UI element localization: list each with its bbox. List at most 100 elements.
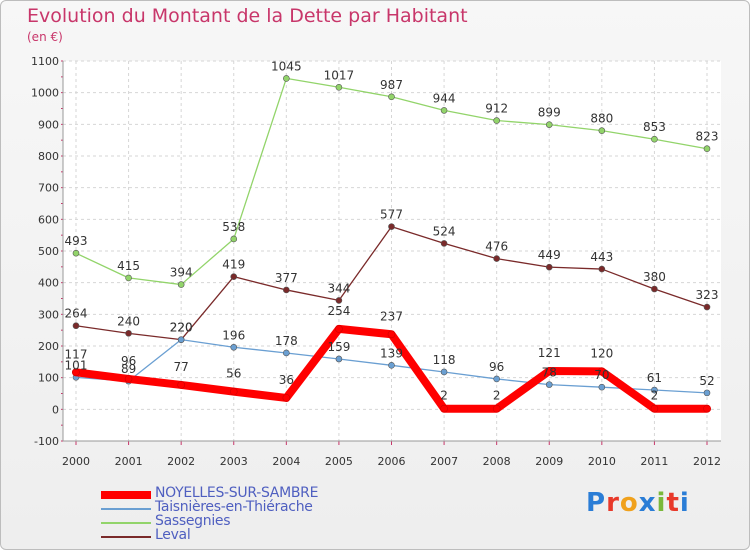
data-point [72, 322, 80, 330]
unit-label: (en €) [27, 30, 63, 44]
x-tick-label: 2002 [167, 455, 195, 468]
data-point [651, 285, 658, 293]
data-label: 449 [538, 248, 561, 262]
data-point [440, 107, 448, 114]
data-point [335, 325, 343, 333]
data-point [703, 404, 711, 413]
data-point [598, 367, 606, 376]
data-point [598, 127, 606, 134]
data-point [545, 381, 553, 388]
data-point [335, 355, 343, 363]
data-point [492, 404, 501, 413]
data-point [335, 83, 343, 91]
data-label: 377 [275, 271, 298, 285]
y-tick-label: 600 [38, 213, 59, 226]
data-label: 2 [440, 389, 448, 403]
data-label: 196 [222, 328, 245, 342]
data-point [72, 368, 80, 377]
legend-label: NOYELLES-SUR-SAMBRE [155, 485, 319, 501]
data-point [545, 263, 553, 271]
data-point [651, 135, 658, 143]
data-point [493, 375, 500, 383]
data-label: 476 [485, 240, 508, 254]
data-point [283, 286, 290, 294]
legend-label: Sassegnies [155, 513, 231, 529]
data-label: 240 [117, 314, 140, 328]
data-point [388, 362, 395, 369]
data-point [703, 303, 711, 311]
data-point [493, 117, 500, 124]
y-tick-label: 700 [38, 182, 59, 195]
x-tick-label: 2008 [483, 455, 511, 468]
x-tick-label: 2003 [220, 455, 248, 468]
data-point [598, 383, 606, 391]
data-label: 36 [279, 373, 294, 387]
legend-label: Taisnières-en-Thiérache [155, 499, 313, 515]
data-point [493, 255, 500, 262]
x-tick-label: 2007 [430, 455, 458, 468]
data-point [125, 330, 132, 337]
x-tick-label: 2000 [62, 455, 90, 468]
data-point [177, 281, 185, 288]
y-tick-label: 900 [38, 118, 59, 131]
y-tick-label: 800 [38, 150, 59, 163]
data-label: 899 [538, 106, 561, 120]
data-label: 912 [485, 102, 508, 116]
data-point [387, 330, 396, 339]
data-point [283, 75, 290, 82]
data-label: 70 [594, 368, 609, 382]
data-point [282, 394, 291, 402]
data-point [229, 387, 238, 396]
data-label: 944 [433, 91, 456, 105]
data-label: 56 [226, 367, 241, 381]
data-point [545, 367, 554, 375]
data-point [545, 121, 553, 128]
data-label: 89 [121, 362, 136, 376]
data-label: 139 [380, 346, 403, 360]
data-label: 77 [174, 360, 189, 374]
y-tick-label: 0 [52, 403, 59, 416]
data-label: 120 [590, 346, 613, 360]
x-tick-label: 2010 [588, 455, 616, 468]
data-point [388, 93, 395, 101]
x-tick-label: 2009 [535, 455, 563, 468]
data-point [230, 235, 238, 243]
proxiti-logo: Proxiti [586, 488, 690, 518]
data-point [230, 273, 238, 280]
y-tick-label: 1100 [31, 55, 59, 68]
y-tick-label: 200 [38, 340, 59, 353]
data-label: 493 [65, 234, 88, 248]
y-tick-label: 300 [38, 308, 59, 321]
data-label: 2 [493, 389, 501, 403]
data-label: 159 [327, 340, 350, 354]
data-point [125, 274, 132, 282]
data-label: 853 [643, 120, 666, 134]
data-label: 394 [170, 266, 193, 280]
y-tick-label: 400 [38, 277, 59, 290]
data-point [703, 145, 711, 153]
data-point [177, 381, 185, 389]
data-label: 96 [489, 360, 504, 374]
data-point [440, 240, 448, 247]
x-tick-label: 2011 [640, 455, 668, 468]
data-point [177, 336, 185, 343]
data-label: 118 [433, 353, 456, 367]
data-label: 987 [380, 78, 403, 92]
data-point [440, 368, 448, 376]
legend-swatch [101, 522, 151, 524]
data-label: 237 [380, 309, 403, 323]
y-tick-label: 1000 [31, 87, 59, 100]
data-label: 538 [222, 220, 245, 234]
x-tick-label: 2005 [325, 455, 353, 468]
x-tick-label: 2001 [115, 455, 143, 468]
chart-title: Evolution du Montant de la Dette par Hab… [27, 5, 468, 27]
data-label: 254 [327, 304, 350, 318]
data-point [388, 223, 395, 230]
x-tick-label: 2006 [378, 455, 406, 468]
data-label: 419 [222, 258, 245, 272]
series-noyelles-sur-sambre [72, 324, 711, 413]
legend-swatch [101, 508, 151, 510]
data-label: 117 [65, 347, 88, 361]
